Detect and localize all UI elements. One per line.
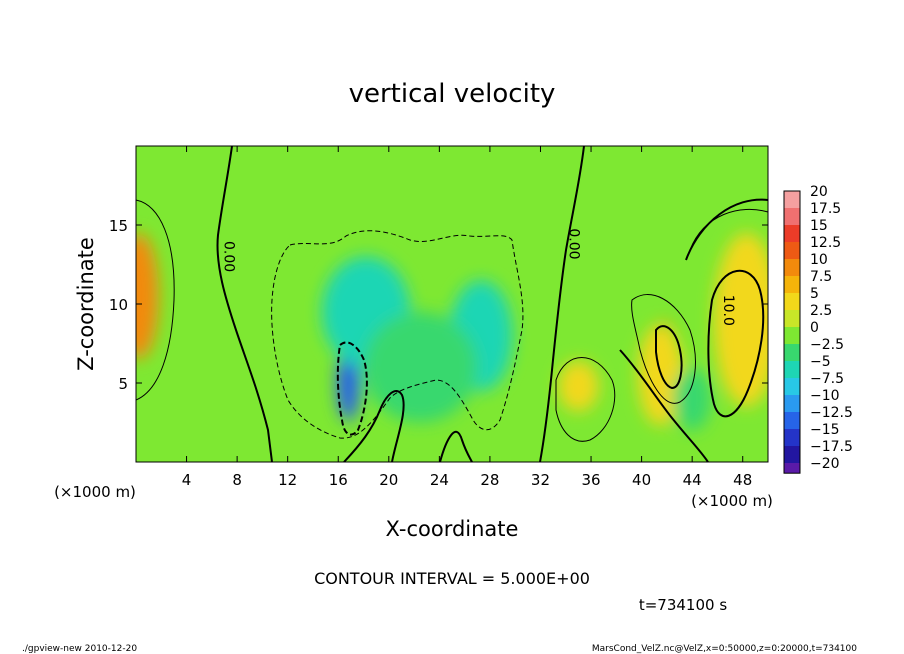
heatmap-field (136, 232, 768, 431)
contour-label-0: 0.00 (220, 241, 236, 272)
colorbar: 2017.51512.5107.552.50−2.5−5−7.5−10−12.5… (783, 184, 853, 474)
heatmap-blob-10 (673, 367, 712, 431)
x-tick-label: 40 (632, 471, 651, 489)
x-tick-label: 28 (480, 471, 499, 489)
colorbar-swatch (784, 293, 800, 310)
contour-5-mid (555, 357, 616, 442)
colorbar-label: −10 (810, 388, 840, 404)
colorbar-label: −17.5 (810, 439, 853, 455)
colorbar-label: −15 (810, 422, 840, 438)
contour-neg10 (336, 341, 368, 436)
colorbar-label: 0 (810, 320, 819, 336)
colorbar-swatch (784, 344, 800, 361)
colorbar-label: 17.5 (810, 201, 841, 217)
footer-right: MarsCond_VelZ.nc@VelZ,x=0:50000,z=0:2000… (592, 644, 857, 654)
colorbar-label: 20 (810, 184, 828, 200)
y-tick-label: 15 (109, 217, 128, 235)
x-tick-label: 44 (683, 471, 702, 489)
plot-area: 0.00 0.00 10.0 (135, 145, 769, 463)
colorbar-label: 12.5 (810, 235, 841, 251)
colorbar-swatch (784, 310, 800, 327)
contour-5-right (631, 294, 696, 404)
x-tick-label: 48 (733, 471, 752, 489)
x-unit-left: (×1000 m) (54, 483, 136, 501)
contour-10-b (707, 270, 765, 418)
colorbar-swatch (784, 259, 800, 276)
x-axis: 4 8 12 16 20 24 28 32 36 40 44 48 (182, 146, 752, 489)
colorbar-swatch (784, 429, 800, 446)
zero-contour-center (343, 390, 405, 462)
colorbar-swatch (784, 463, 800, 474)
y-axis: 5 10 15 (109, 217, 768, 393)
colorbar-swatch (784, 446, 800, 463)
heatmap-blob-4 (363, 311, 478, 423)
x-tick-label: 16 (329, 471, 348, 489)
x-tick-label: 12 (278, 471, 297, 489)
contour-interval: CONTOUR INTERVAL = 5.000E+00 (314, 569, 590, 588)
contour-label-1: 0.00 (566, 228, 582, 259)
x-tick-label: 4 (182, 471, 192, 489)
contour-lines (136, 146, 768, 462)
x-tick-label: 20 (379, 471, 398, 489)
colorbar-label: 5 (810, 286, 819, 302)
chart-title: vertical velocity (349, 79, 556, 109)
zero-contour-right (539, 146, 585, 462)
y-tick-label: 5 (118, 375, 128, 393)
time-stamp: t=734100 s (639, 596, 727, 614)
y-tick-label: 10 (109, 296, 128, 314)
colorbar-swatch (784, 327, 800, 344)
colorbar-swatch (784, 225, 800, 242)
y-axis-label: Z-coordinate (74, 237, 98, 371)
contour-10-a (655, 325, 683, 390)
x-tick-label: 8 (232, 471, 242, 489)
zero-contour-bottom (439, 430, 473, 462)
x-unit-right: (×1000 m) (691, 492, 773, 510)
heatmap-blob-0 (136, 232, 159, 360)
colorbar-label: 7.5 (810, 269, 832, 285)
zero-contour-left (216, 146, 273, 462)
colorbar-swatch (784, 191, 800, 208)
x-tick-label: 32 (531, 471, 550, 489)
x-axis-label: X-coordinate (386, 517, 519, 541)
colorbar-swatch (784, 412, 800, 429)
zero-contour-right2 (619, 349, 709, 462)
heatmap-blob-5 (558, 360, 599, 412)
colorbar-swatch (784, 378, 800, 395)
colorbar-frame (783, 190, 801, 474)
colorbar-label: −12.5 (810, 405, 853, 421)
x-tick-label: 36 (581, 471, 600, 489)
footer-left: ./gpview-new 2010-12-20 (22, 644, 137, 654)
colorbar-label: −5 (810, 354, 831, 370)
contour-5-left (136, 199, 175, 401)
colorbar-swatch (784, 208, 800, 225)
colorbar-label: 2.5 (810, 303, 832, 319)
colorbar-swatch (784, 395, 800, 412)
colorbar-label: −7.5 (810, 371, 844, 387)
colorbar-label: −20 (810, 456, 840, 472)
contour-5-far-right (689, 208, 768, 251)
heatmap-blob-9 (713, 232, 768, 407)
colorbar-label: 15 (810, 218, 828, 234)
colorbar-label: 10 (810, 252, 828, 268)
contour-label-2: 10.0 (720, 295, 736, 326)
x-tick-label: 24 (430, 471, 449, 489)
colorbar-swatch (784, 276, 800, 293)
contour-neg5 (271, 230, 524, 439)
colorbar-swatch (784, 361, 800, 378)
colorbar-swatch (784, 242, 800, 259)
contour-labels: 0.00 0.00 10.0 (220, 228, 735, 326)
colorbar-label: −2.5 (810, 337, 844, 353)
